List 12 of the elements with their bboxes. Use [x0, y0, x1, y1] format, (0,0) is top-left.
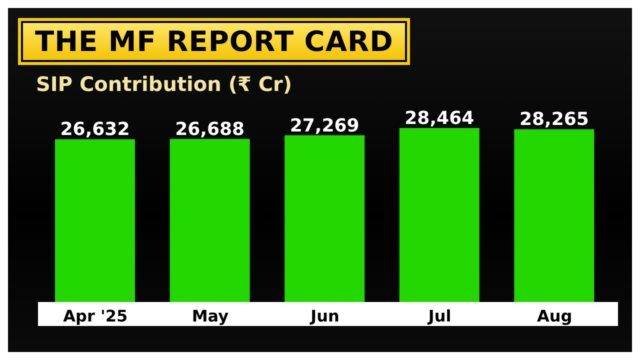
x-tick-label: Aug [536, 306, 572, 326]
data-label: 28,464 [404, 108, 474, 129]
x-tick-label: Apr '25 [63, 306, 128, 326]
x-tick-label: May [192, 306, 230, 326]
data-label: 28,265 [519, 109, 589, 130]
x-tick-label: Jul [427, 306, 452, 326]
data-label: 27,269 [290, 115, 360, 136]
x-tick-label: Jun [310, 306, 340, 326]
data-label: 26,688 [175, 118, 245, 140]
chart-title: THE MF REPORT CARD [35, 25, 394, 58]
chart-subtitle: SIP Contribution (₹ Cr) [36, 72, 292, 96]
data-label: 26,632 [60, 119, 130, 140]
